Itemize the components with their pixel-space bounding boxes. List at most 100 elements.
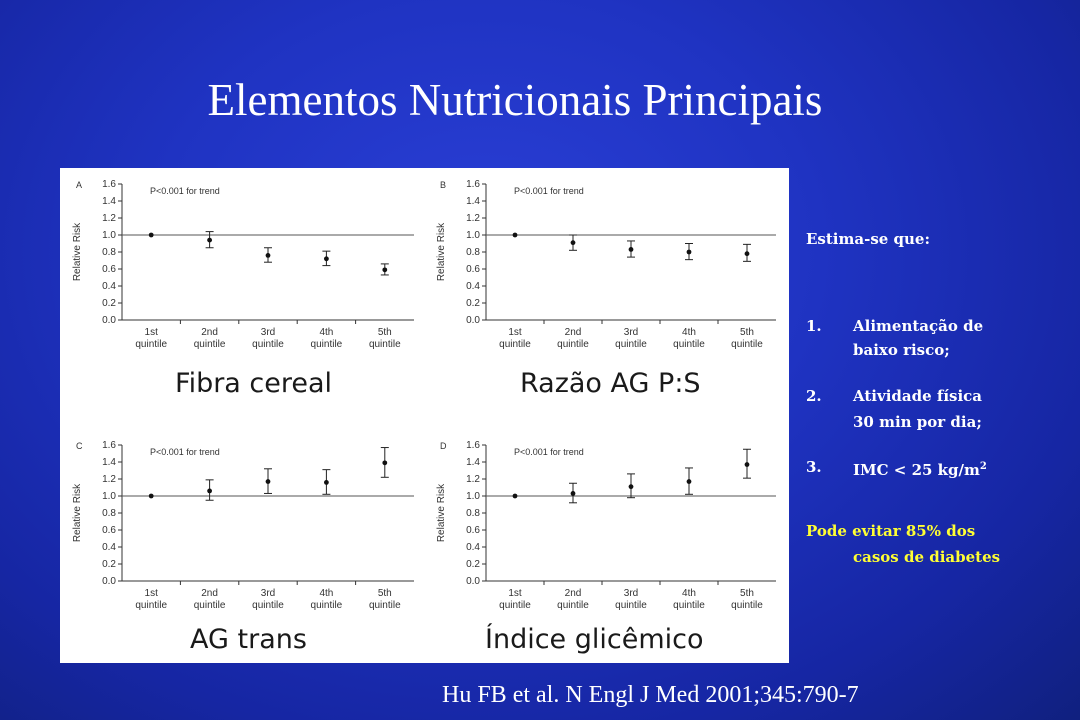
panel-a-x-tick-label: 4th [319,327,333,338]
panel-a-y-tick-label: 1.0 [102,230,116,241]
panel-b-x-tick-label: 5th [740,327,754,338]
sidebar-item-number: 2. [806,387,822,405]
panel-a-data-point [148,232,154,238]
panel-b-y-tick-label: 1.6 [466,179,480,190]
panel-d-y-tick-label: 1.0 [466,491,480,502]
panel-d-x-tick-label: quintile [673,600,705,611]
panel-c-trend-annotation: P<0.001 for trend [150,447,220,457]
sidebar-conclusion: Pode evitar 85% dos casos de diabetes [806,518,1000,570]
panel-c-y-tick-label: 1.0 [102,491,116,502]
panel-c-y-tick-label: 1.6 [102,440,116,451]
panel-a-y-tick-label: 1.4 [102,196,116,207]
panel-b-data-point [744,251,750,257]
caption-fibra-cereal: Fibra cereal [175,368,333,399]
panel-b-y-label: Relative Risk [436,222,447,281]
panel-c-y-tick-label: 0.8 [102,508,116,519]
panel-b-data-point [570,240,576,246]
panel-a-x-tick-label: 5th [378,327,392,338]
conclusion-line-1: Pode evitar 85% dos [806,522,976,540]
slide-title: Elementos Nutricionais Principais [207,75,823,125]
panel-b-y-tick-label: 0.2 [466,298,480,309]
panel-d-y-tick-label: 0.4 [466,542,480,553]
panel-d-data-point [570,491,576,496]
panel-c-x-tick-label: 1st [145,588,159,599]
panel-a-x-tick-label: quintile [252,339,284,350]
panel-b-y-tick-label: 0.6 [466,264,480,275]
panel-a-y-tick-label: 0.4 [102,281,116,292]
caption-indice-glicemico: Índice glicêmico [485,624,704,655]
panel-b-data-point [512,232,518,238]
caption-razao-ag: Razão AG P:S [520,368,701,399]
panel-d-y-tick-label: 1.2 [466,474,480,485]
panel-a-x-tick-label: quintile [194,339,226,350]
chart-grid-svg: A 0.0 0.2 0.4 0.6 0.8 1.0 1.2 1.4 1.6 Relative Ris… [72,179,776,611]
panel-b-x-tick-label: quintile [673,339,705,350]
panel-c-y-label: Relative Risk [72,483,83,542]
panel-d-data-point [512,493,518,499]
panel-b-y-tick-label: 1.4 [466,196,480,207]
panel-a-x-tick-label: 3rd [261,327,275,338]
panel-d-x-tick-label: 1st [508,588,522,599]
panel-b-y-tick-label: 1.2 [466,213,480,224]
panel-c-y-tick-label: 0.2 [102,559,116,570]
panel-c-y-tick-label: 0.6 [102,525,116,536]
sidebar-item-number: 1. [806,317,822,335]
sidebar-item-line: baixo risco; [853,341,950,359]
panel-c-data-point [148,493,154,499]
panel-a-y-tick-label: 1.2 [102,213,116,224]
panel-a-x-tick-label: 2nd [201,327,218,338]
panel-d-y-tick-label: 0.6 [466,525,480,536]
panel-b-x-tick-label: 1st [508,327,522,338]
panel-a-x-tick-label: quintile [369,339,401,350]
panel-a-data-point [324,256,329,262]
imc-text: IMC < 25 kg/m [853,461,980,479]
panel-b-trend-annotation: P<0.001 for trend [514,186,584,196]
sidebar-item-line: Alimentação de [853,317,984,335]
panel-c-y-tick-label: 0.0 [102,576,116,587]
panel-a-y-tick-label: 1.6 [102,179,116,190]
panel-a-y-tick-label: 0.2 [102,298,116,309]
conclusion-line-2: casos de diabetes [853,548,1001,566]
panel-a-y-tick-label: 0.8 [102,247,116,258]
panel-b-x-tick-label: 3rd [624,327,638,338]
panel-a-data-point [382,267,388,273]
panel-d-data-point [628,484,634,490]
panel-c-x-tick-label: 3rd [261,588,275,599]
reference-citation: Hu FB et al. N Engl J Med 2001;345:790-7 [442,682,859,708]
panel-d-data-point [686,479,692,484]
panel-c-x-tick-label: 4th [319,588,333,599]
panel-d-y-tick-label: 1.4 [466,457,480,468]
panel-b-y-tick-label: 0.4 [466,281,480,292]
panel-d-y-label: Relative Risk [436,483,447,542]
panel-c-y-tick-label: 1.2 [102,474,116,485]
panel-c-x-tick-label: quintile [194,600,226,611]
panel-c-x-tick-label: quintile [311,600,343,611]
panel-d-x-tick-label: quintile [615,600,647,611]
panel-d-x-tick-label: 4th [682,588,696,599]
sidebar-item-line: IMC < 25 kg/m2 [853,456,987,481]
panel-b-x-tick-label: quintile [557,339,589,350]
panel-d-y-tick-label: 0.2 [466,559,480,570]
panel-d-x-tick-label: 5th [740,588,754,599]
panel-d-x-tick-label: quintile [557,600,589,611]
panel-a-y-tick-label: 0.6 [102,264,116,275]
sidebar-item-line: Atividade física [853,387,983,405]
panel-b-x-tick-label: quintile [731,339,763,350]
caption-ag-trans: AG trans [190,624,307,655]
panel-a-y-label: Relative Risk [72,222,83,281]
panel-a-x-tick-label: quintile [311,339,343,350]
panel-c-data-point [207,488,213,494]
panel-d-trend-annotation: P<0.001 for trend [514,447,584,457]
sidebar-item-number: 3. [806,458,822,476]
panel-c-x-tick-label: 2nd [201,588,218,599]
panel-a-trend-annotation: P<0.001 for trend [150,186,220,196]
imc-superscript: 2 [979,461,987,472]
panel-d-x-tick-label: 2nd [565,588,582,599]
panel-b-data-point [628,247,634,252]
panel-b-y-tick-label: 0.0 [466,315,480,326]
panel-d-y-tick-label: 1.6 [466,440,480,451]
panel-c-y-tick-label: 1.4 [102,457,116,468]
panel-a-x-tick-label: 1st [145,327,159,338]
figure-panel: A 0.0 0.2 0.4 0.6 0.8 1.0 1.2 1.4 1.6 Relative Ris… [60,168,789,663]
panel-d-x-tick-label: 3rd [624,588,638,599]
